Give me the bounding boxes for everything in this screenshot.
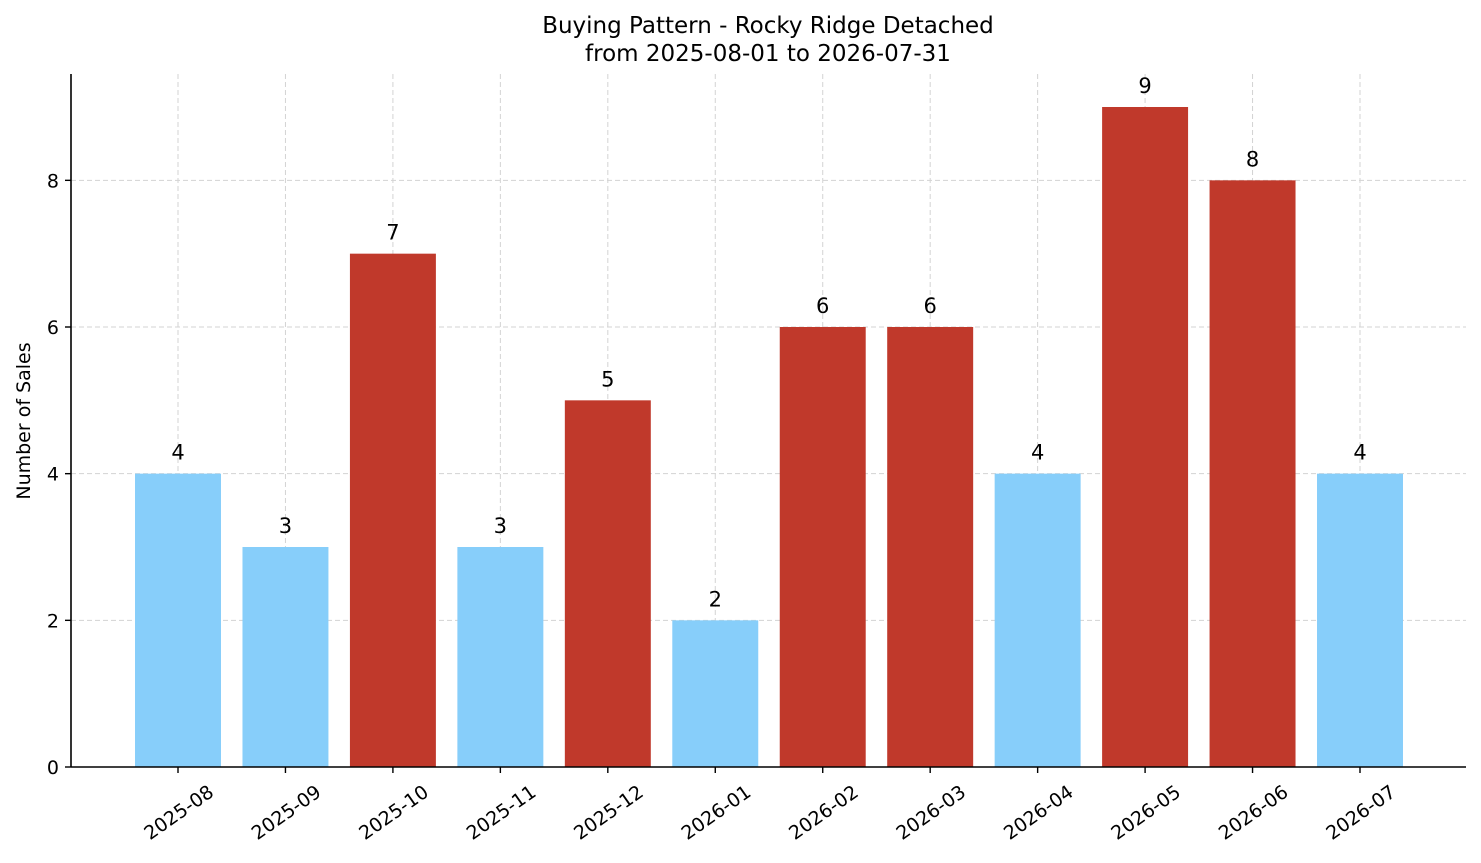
y-tick-label: 4 xyxy=(47,464,59,486)
bar xyxy=(349,253,436,767)
bar-value-label: 4 xyxy=(171,441,184,465)
bar-value-label: 3 xyxy=(279,514,292,538)
bar-value-label: 4 xyxy=(1031,441,1044,465)
x-tick-label: 2026-03 xyxy=(892,781,970,845)
x-tick-label: 2025-09 xyxy=(248,781,326,845)
x-tick-label: 2026-07 xyxy=(1322,781,1400,845)
bar xyxy=(242,547,329,767)
bar-value-labels: 4 3 7 3 5 2 6 6 4 9 8 4 xyxy=(171,74,1366,611)
x-tick-label: 2025-08 xyxy=(140,781,218,845)
bar-value-label: 4 xyxy=(1353,441,1366,465)
bar xyxy=(887,327,974,767)
bars xyxy=(135,107,1403,768)
bar-value-label: 6 xyxy=(923,294,936,318)
x-tick-label: 2026-05 xyxy=(1107,781,1185,845)
x-tick-label: 2026-02 xyxy=(785,781,863,845)
y-tick-label: 8 xyxy=(47,170,59,192)
y-axis-ticks: 0 2 4 6 8 xyxy=(47,170,71,779)
chart-title: Buying Pattern - Rocky Ridge Detached xyxy=(542,13,994,39)
x-tick-label: 2025-12 xyxy=(570,781,648,845)
bar xyxy=(135,473,221,767)
bar xyxy=(1102,107,1189,767)
y-axis-label: Number of Sales xyxy=(13,342,35,499)
bar-value-label: 8 xyxy=(1246,147,1259,171)
bar xyxy=(779,327,866,767)
x-tick-label: 2026-06 xyxy=(1215,781,1293,845)
bar-value-label: 6 xyxy=(816,294,829,318)
bar-value-label: 9 xyxy=(1138,74,1151,98)
bar xyxy=(672,620,759,767)
chart-subtitle: from 2025-08-01 to 2026-07-31 xyxy=(585,41,951,67)
bar-value-label: 3 xyxy=(494,514,507,538)
bar-value-label: 2 xyxy=(709,587,722,611)
bar xyxy=(564,400,651,767)
bar-value-label: 7 xyxy=(386,221,399,245)
bar xyxy=(457,547,544,767)
y-tick-label: 0 xyxy=(47,757,59,779)
x-tick-label: 2026-01 xyxy=(677,781,755,845)
x-tick-label: 2025-11 xyxy=(463,781,541,845)
y-tick-label: 6 xyxy=(47,317,59,339)
bar xyxy=(1317,473,1403,767)
bar-value-label: 5 xyxy=(601,367,614,391)
bar xyxy=(994,473,1081,767)
x-tick-label: 2026-04 xyxy=(1000,781,1078,845)
y-tick-label: 2 xyxy=(47,610,59,632)
bar xyxy=(1209,180,1296,768)
x-axis-ticks: 2025-08 2025-09 2025-10 2025-11 2025-12 2026-… xyxy=(140,767,1400,845)
x-tick-label: 2025-10 xyxy=(355,781,433,845)
